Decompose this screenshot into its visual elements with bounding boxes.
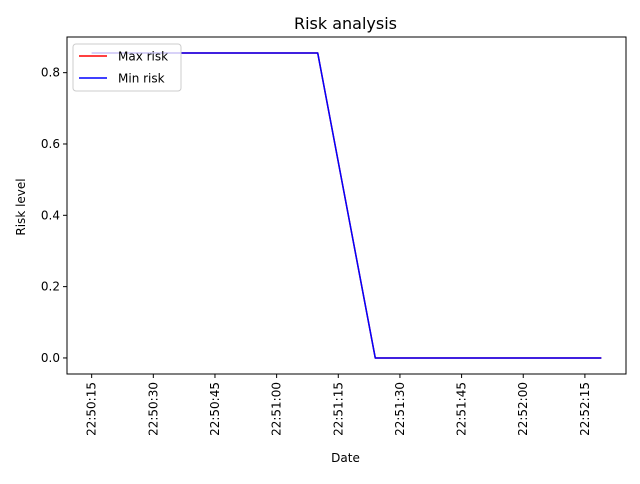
x-tick-label: 22:50:45 [208, 382, 222, 436]
x-axis-label: Date [331, 451, 360, 465]
y-tick-label: 0.4 [41, 208, 60, 222]
y-tick-label: 0.0 [41, 351, 60, 365]
x-tick-label: 22:52:00 [516, 382, 530, 436]
plot-area [91, 52, 602, 359]
x-tick-label: 22:51:30 [393, 382, 407, 436]
legend-label: Min risk [118, 72, 165, 86]
x-tick-label: 22:50:15 [85, 382, 99, 436]
plot-frame [66, 36, 627, 375]
x-tick-label: 22:50:30 [146, 382, 160, 436]
y-tick-label: 0.8 [41, 66, 60, 80]
y-tick-label: 0.2 [41, 280, 60, 294]
legend: Max risk Min risk [72, 43, 182, 92]
axes: 0.0 0.2 0.4 0.6 0.8 22:50:15 22:50:30 22:50:45 2… [41, 36, 627, 436]
series-line-min-risk [91, 52, 602, 359]
y-tick-label: 0.6 [41, 137, 60, 151]
y-axis-label: Risk level [14, 178, 28, 235]
x-tick-label: 22:51:45 [455, 382, 469, 436]
chart-title: Risk analysis [294, 14, 397, 33]
x-tick-label: 22:52:15 [578, 382, 592, 436]
x-tick-label: 22:51:15 [331, 382, 345, 436]
x-tick-label: 22:51:00 [270, 382, 284, 436]
legend-label: Max risk [118, 50, 168, 64]
